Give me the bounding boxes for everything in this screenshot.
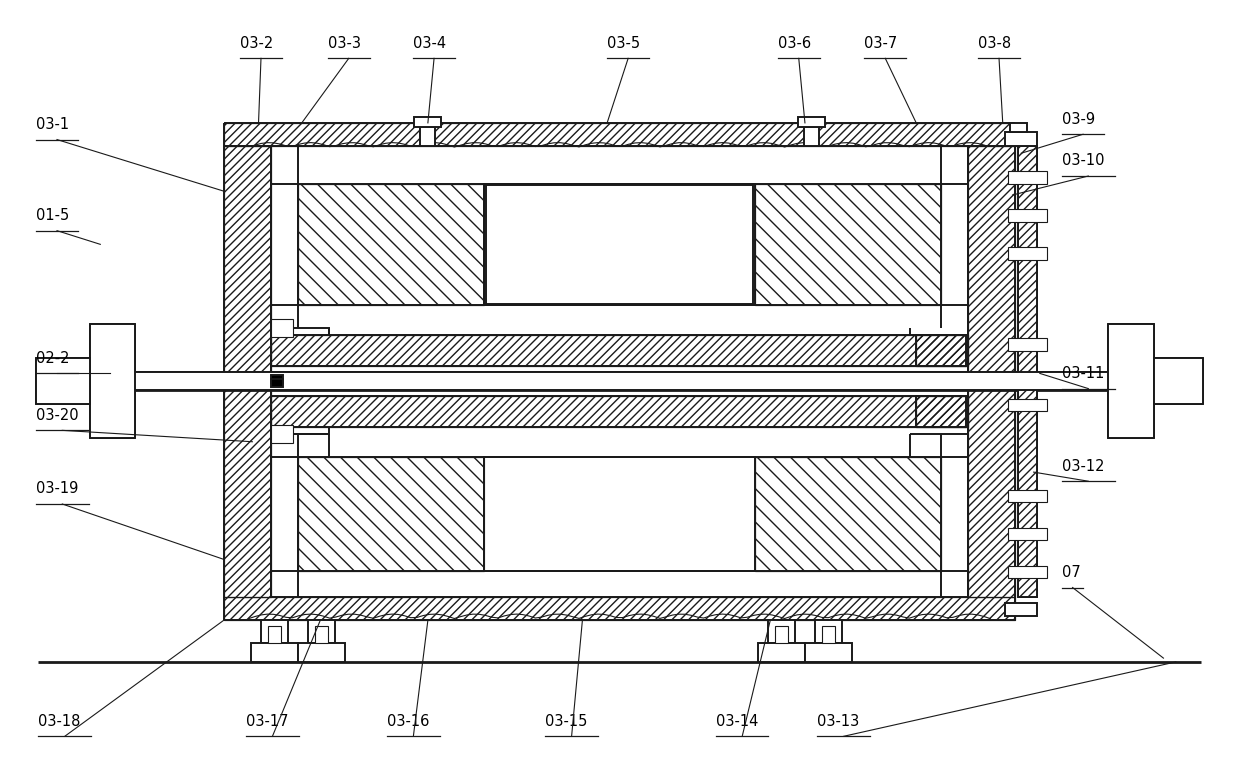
Bar [224, 123, 1015, 146]
Bar [1005, 603, 1037, 616]
Bar [90, 324, 135, 438]
Bar [271, 319, 294, 337]
Bar [224, 146, 271, 597]
Text: 03-5: 03-5 [607, 36, 641, 50]
Bar [420, 126, 435, 146]
Bar [756, 457, 940, 571]
Bar [916, 335, 965, 366]
Bar [269, 626, 281, 643]
Bar [968, 146, 1015, 597]
Bar [916, 396, 965, 427]
Text: 03-3: 03-3 [328, 36, 361, 50]
Text: 03-7: 03-7 [865, 36, 897, 50]
Text: 01-5: 01-5 [36, 208, 69, 223]
Bar [916, 396, 965, 427]
Bar [271, 375, 284, 383]
Bar [916, 335, 965, 366]
Text: 03-10: 03-10 [1062, 153, 1104, 168]
Bar [299, 184, 483, 305]
Bar [1007, 248, 1047, 260]
Text: 03-20: 03-20 [36, 408, 78, 423]
Bar [316, 626, 328, 643]
Bar [1007, 490, 1047, 502]
Bar [1007, 171, 1047, 184]
Text: 07: 07 [1062, 565, 1080, 580]
Bar [1007, 399, 1047, 411]
Bar [299, 457, 483, 571]
Bar [1007, 210, 1047, 222]
Bar [768, 620, 795, 643]
Bar [1017, 146, 1037, 597]
Bar [968, 146, 1015, 597]
Text: 03-6: 03-6 [778, 36, 810, 50]
Bar [271, 328, 330, 351]
Bar [1108, 324, 1154, 438]
Bar [224, 597, 1015, 620]
Bar [758, 643, 805, 662]
Bar [1007, 338, 1047, 351]
Bar [798, 117, 825, 126]
Bar [1017, 146, 1037, 597]
Bar [815, 620, 843, 643]
Bar [1010, 123, 1027, 132]
Text: 03-11: 03-11 [1062, 366, 1104, 381]
Bar [271, 335, 968, 366]
Bar [756, 457, 940, 571]
Text: 03-14: 03-14 [716, 714, 758, 728]
Text: 03-19: 03-19 [36, 482, 78, 496]
Bar [261, 620, 289, 643]
Bar [38, 372, 1201, 390]
Bar [483, 457, 756, 571]
Text: 03-12: 03-12 [1062, 459, 1104, 473]
Bar [805, 643, 852, 662]
Text: 03-16: 03-16 [387, 714, 430, 728]
Text: 03-2: 03-2 [240, 36, 274, 50]
Bar [776, 626, 788, 643]
Text: 03-8: 03-8 [978, 36, 1011, 50]
Bar [271, 335, 968, 366]
Bar [804, 126, 819, 146]
Bar [486, 185, 753, 303]
Bar [271, 396, 968, 427]
Bar [299, 457, 483, 571]
Bar [299, 184, 483, 305]
Bar [1005, 132, 1037, 146]
Bar [756, 184, 940, 305]
Bar [309, 620, 336, 643]
Bar [823, 626, 835, 643]
Bar [756, 457, 940, 571]
Text: 03-15: 03-15 [545, 714, 587, 728]
Text: 03-9: 03-9 [1062, 111, 1095, 126]
Bar [271, 411, 330, 434]
Bar [271, 396, 968, 427]
Bar [414, 117, 441, 126]
Bar [483, 184, 756, 305]
Bar [271, 335, 968, 366]
Bar [271, 396, 968, 427]
Text: 02-2: 02-2 [36, 351, 69, 366]
Bar [224, 146, 271, 597]
Bar [299, 643, 344, 662]
Bar [252, 643, 299, 662]
Text: 03-17: 03-17 [247, 714, 289, 728]
Bar [916, 396, 965, 427]
Bar [271, 379, 284, 387]
Bar [1007, 528, 1047, 540]
Bar [224, 123, 1015, 146]
Bar [1007, 566, 1047, 578]
Bar [271, 425, 294, 443]
Bar [756, 184, 940, 305]
Text: 03-18: 03-18 [38, 714, 81, 728]
Bar [756, 184, 940, 305]
Text: 03-13: 03-13 [818, 714, 860, 728]
Text: 03-4: 03-4 [413, 36, 446, 50]
Bar [1154, 358, 1203, 404]
Bar [224, 597, 1015, 620]
Text: 03-1: 03-1 [36, 117, 69, 132]
Bar [299, 457, 483, 571]
Bar [299, 184, 483, 305]
Bar [916, 335, 965, 366]
Bar [1017, 146, 1037, 597]
Bar [36, 358, 90, 404]
